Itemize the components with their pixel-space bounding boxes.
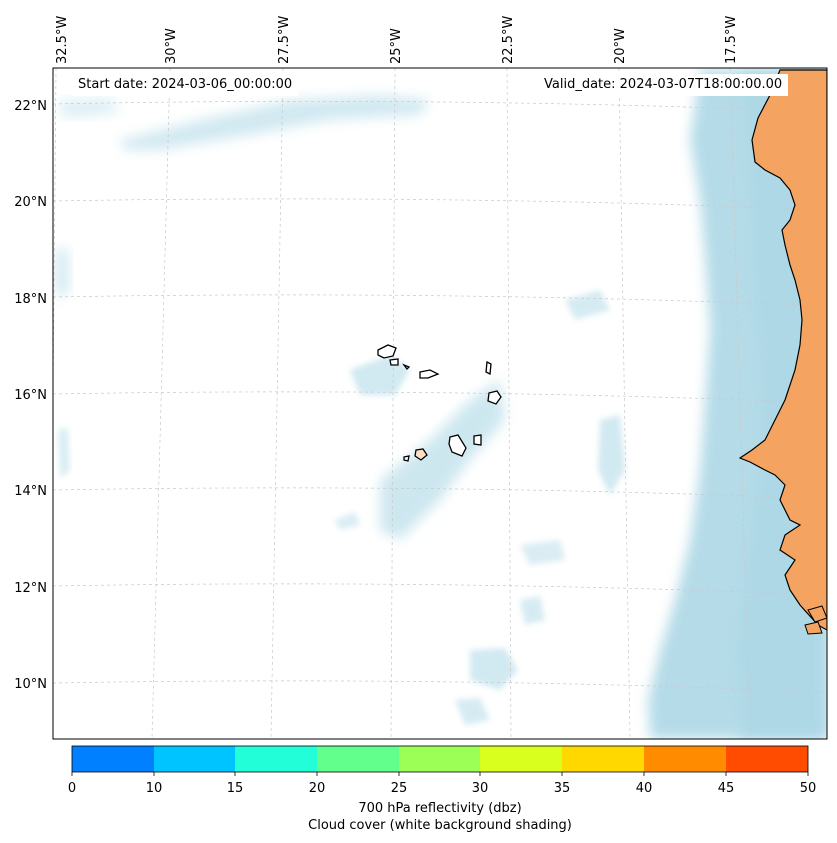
lat-label: 12°N [14,581,47,596]
lat-label: 16°N [14,388,47,403]
valid-date-label: Valid_date: 2024-03-07T18:00:00.00 [538,74,789,96]
cb-seg [154,746,235,772]
island-maio [473,434,482,446]
cb-seg [399,746,480,772]
colorbar-tick-label: 45 [718,781,735,796]
island-santo-antao [377,344,397,359]
island-brava [403,455,410,462]
colorbar-tick-label: 10 [146,781,163,796]
africa-coastline [738,69,827,631]
colorbar-tick-label: 30 [472,781,489,796]
colorbar-outline [71,745,809,773]
lat-label: 10°N [14,677,47,692]
cb-seg [480,746,562,772]
lat-label: 14°N [14,484,47,499]
start-date-label: Start date: 2024-03-06_00:00:00 [72,74,299,96]
island-santa-luzia [402,363,411,370]
lat-label: 20°N [14,195,47,210]
cloud-band-north [120,95,430,150]
colorbar-tick-label: 0 [68,781,76,796]
colorbar: 0 10 15 20 25 30 35 40 45 50 [68,745,817,796]
gridlines [53,68,827,739]
colorbar-tick-label: 15 [227,781,244,796]
cloud-patch-west [54,248,70,300]
cape-verde-islands [377,344,502,462]
cloud-patch-south4 [520,540,565,565]
cloud-patch-w2 [58,428,70,478]
colorbar-tick-label: 50 [800,781,817,796]
cb-seg [562,746,644,772]
cloud-band-northwest [60,98,120,118]
cloud-patch-south2 [520,596,545,625]
lon-label: 27.5°W [277,16,292,64]
lat-label: 22°N [14,99,47,114]
colorbar-tick-label: 25 [391,781,408,796]
map-panel [53,68,827,739]
lat-label: 18°N [14,292,47,307]
cb-seg [726,746,808,772]
latitude-labels: 22°N 20°N 18°N 16°N 14°N 12°N 10°N [14,99,47,692]
cb-seg [644,746,726,772]
longitude-labels: 32.5°W 30°W 27.5°W 25°W 22.5°W 20°W 17.5… [55,16,739,64]
map-frame [52,67,828,740]
cloud-patch-south1 [470,648,518,690]
cb-seg [72,746,154,772]
africa-bissagos-islands [804,605,827,635]
lon-label: 30°W [164,28,179,64]
cloud-patch-right-mid [565,290,610,320]
cloud-patch-south3 [455,698,490,725]
colorbar-subtitle: Cloud cover (white background shading) [308,818,572,833]
colorbar-tick-label: 35 [554,781,571,796]
island-sao-nicolau [419,369,440,379]
cb-seg [317,746,399,772]
lon-label: 20°W [613,28,628,64]
island-santiago [448,434,467,457]
lon-label: 22.5°W [501,16,516,64]
cloud-streak-islands [380,380,505,540]
cb-seg [235,746,317,772]
cloud-patch-east [598,415,625,495]
island-boa-vista [487,390,502,405]
colorbar-tick-label: 20 [309,781,326,796]
colorbar-title: 700 hPa reflectivity (dbz) [358,801,522,816]
lon-label: 32.5°W [55,16,70,64]
lon-label: 17.5°W [724,16,739,64]
lon-label: 25°W [389,28,404,64]
island-sal [485,360,492,376]
cloud-patch-sw [335,512,360,530]
island-fogo [414,448,428,461]
colorbar-tick-label: 40 [636,781,653,796]
island-sao-vicente [389,358,399,366]
